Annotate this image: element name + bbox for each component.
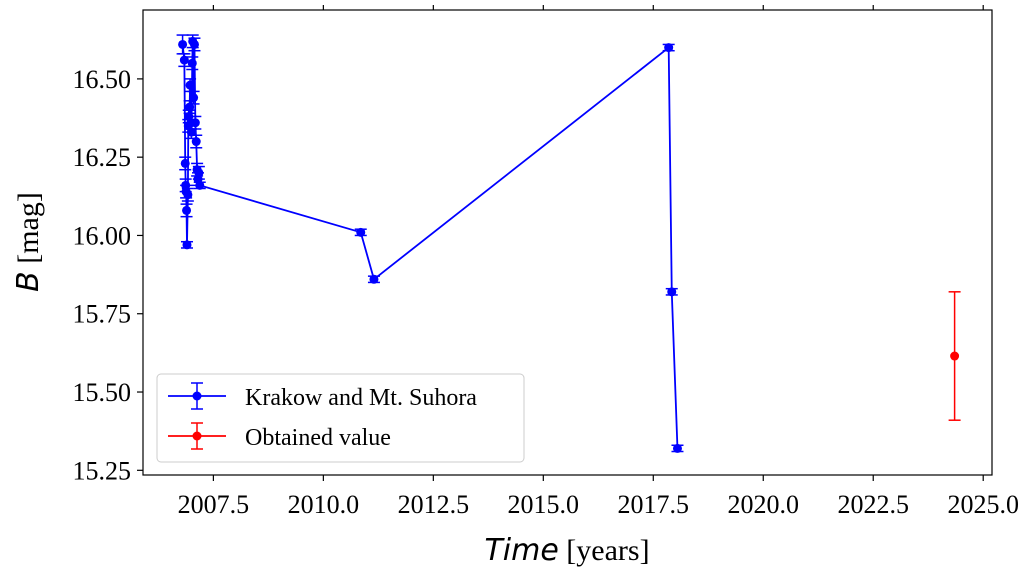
data-point bbox=[189, 93, 199, 103]
legend-point bbox=[192, 391, 202, 401]
x-tick-label: 2025.0 bbox=[947, 490, 1019, 519]
data-point bbox=[950, 351, 960, 361]
y-tick-label: 16.25 bbox=[73, 143, 132, 172]
legend-marker-obtained bbox=[168, 422, 226, 450]
x-tick-label: 2007.5 bbox=[178, 490, 250, 519]
x-tick-label: 2010.0 bbox=[288, 490, 360, 519]
y-tick-label: 16.50 bbox=[73, 65, 132, 94]
data-point bbox=[185, 102, 195, 112]
y-tick-label: 16.00 bbox=[73, 221, 132, 250]
data-point bbox=[194, 168, 204, 178]
data-point bbox=[182, 240, 192, 250]
y-axis-label: B [mag] bbox=[11, 192, 46, 292]
data-point bbox=[178, 39, 188, 49]
y-tick-label: 15.75 bbox=[73, 300, 132, 329]
x-axis-label: Time [years] bbox=[484, 533, 649, 568]
data-point bbox=[664, 43, 674, 53]
data-point bbox=[190, 118, 200, 128]
data-point bbox=[356, 227, 366, 237]
data-point bbox=[185, 80, 195, 90]
data-point bbox=[187, 58, 197, 68]
x-tick-label: 2015.0 bbox=[508, 490, 580, 519]
data-point bbox=[180, 158, 190, 168]
plot-area bbox=[176, 34, 961, 453]
legend-marker-krakow bbox=[168, 382, 226, 410]
legend-label-obtained: Obtained value bbox=[245, 425, 391, 451]
legend-label-krakow: Krakow and Mt. Suhora bbox=[245, 385, 477, 411]
data-point bbox=[179, 55, 189, 65]
data-point bbox=[369, 274, 379, 284]
data-point bbox=[182, 205, 192, 215]
data-point bbox=[186, 127, 196, 137]
legend-point bbox=[192, 431, 202, 441]
x-tick-label: 2020.0 bbox=[728, 490, 800, 519]
y-axis: 15.25 15.50 15.75 16.00 16.25 16.50 bbox=[73, 65, 143, 485]
legend: Krakow and Mt. Suhora Obtained value bbox=[156, 373, 525, 463]
data-point bbox=[195, 180, 205, 190]
series-obtained bbox=[948, 291, 961, 421]
legend-box bbox=[156, 373, 525, 463]
x-axis: 2007.5 2010.0 2012.5 2015.0 2017.5 2020.0 2022… bbox=[178, 5, 1019, 519]
data-point bbox=[672, 443, 682, 453]
x-tick-label: 2017.5 bbox=[618, 490, 690, 519]
data-point bbox=[183, 190, 193, 200]
y-tick-label: 15.25 bbox=[73, 456, 132, 485]
data-point bbox=[189, 39, 199, 49]
data-point bbox=[191, 137, 201, 147]
series-krakow bbox=[176, 34, 684, 453]
x-tick-label: 2022.5 bbox=[837, 490, 909, 519]
plot-frame bbox=[142, 9, 993, 476]
y-tick-label: 15.50 bbox=[73, 378, 132, 407]
data-point bbox=[667, 287, 677, 297]
x-tick-label: 2012.5 bbox=[398, 490, 470, 519]
legend-entry-obtained: Obtained value bbox=[168, 422, 391, 451]
legend-entry-krakow: Krakow and Mt. Suhora bbox=[168, 382, 477, 411]
